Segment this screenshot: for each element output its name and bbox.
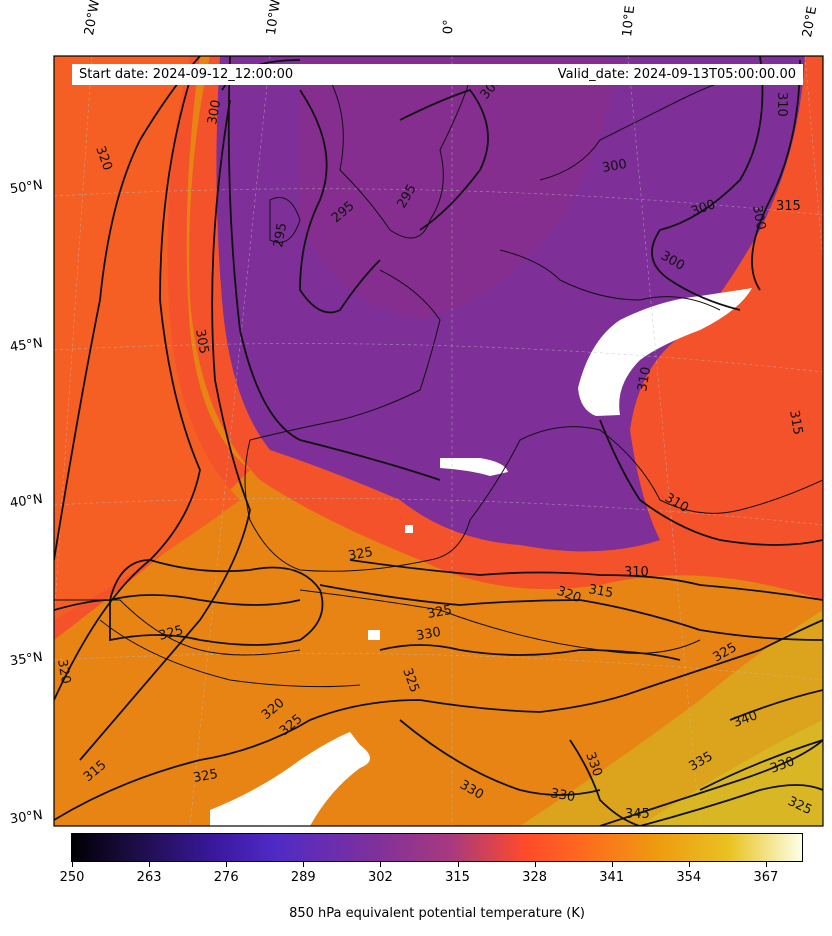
missing-data-4 xyxy=(368,630,380,640)
colorbar-label: 850 hPa equivalent potential temperature… xyxy=(289,906,585,921)
contour-label: 345 xyxy=(625,807,650,822)
contour-label: 325 xyxy=(192,767,219,786)
colorbar xyxy=(71,833,803,862)
contour-label: 330 xyxy=(415,625,442,644)
colorbar-tick-label: 328 xyxy=(522,870,548,885)
map-frame xyxy=(53,55,824,827)
valid-date-label: Valid_date: 2024-09-13T05:00:00.00 xyxy=(557,67,796,82)
colorbar-tick-label: 263 xyxy=(136,870,162,885)
colorbar-tick-mark xyxy=(611,862,613,867)
lon-label-0: 0° xyxy=(441,19,457,35)
contour-label: 295 xyxy=(271,222,290,249)
contour-label: 330 xyxy=(549,786,576,805)
start-date-label: Start date: 2024-09-12_12:00:00 xyxy=(79,67,294,82)
colorbar-tick-mark xyxy=(765,862,767,867)
colorbar-tick-label: 315 xyxy=(445,870,470,885)
colorbar-tick-mark xyxy=(149,862,151,867)
colorbar-tick-mark xyxy=(303,862,305,867)
colorbar-tick-label: 302 xyxy=(367,870,393,885)
contour-label: 305 xyxy=(192,328,211,355)
colorbar-tick-mark xyxy=(457,862,459,867)
contour-label: 300 xyxy=(749,204,768,231)
colorbar-tick-mark xyxy=(226,862,228,867)
graticule xyxy=(54,56,823,826)
missing-data-1 xyxy=(578,288,752,416)
missing-data-2 xyxy=(440,458,508,476)
colorbar-tick-label: 276 xyxy=(213,870,239,885)
contour-label: 310 xyxy=(774,92,789,117)
missing-data-3 xyxy=(210,732,370,826)
contour-label: 320 xyxy=(54,658,73,685)
contour-label: 300 xyxy=(601,157,628,176)
missing-data-5 xyxy=(405,525,413,533)
colorbar-tick-mark xyxy=(72,862,73,867)
contour-label: 300 xyxy=(205,99,224,126)
colorbar-tick-label: 289 xyxy=(290,870,316,885)
contour-label: 325 xyxy=(157,623,185,644)
colorbar-tick-label: 250 xyxy=(59,870,85,885)
contours xyxy=(54,56,823,826)
contour-label: 325 xyxy=(426,603,453,622)
contour-label: 315 xyxy=(587,582,614,601)
colorbar-tick-label: 367 xyxy=(753,870,779,885)
colorbar-tick-mark xyxy=(534,862,536,867)
contour-label: 315 xyxy=(776,199,801,214)
colorbar-tick-label: 341 xyxy=(599,870,625,885)
contour-label: 315 xyxy=(786,409,805,436)
contour-label: 310 xyxy=(624,565,649,580)
contour-label: 310 xyxy=(635,366,654,393)
colorbar-tick-mark xyxy=(688,862,690,867)
date-info-bar: Start date: 2024-09-12_12:00:00 Valid_da… xyxy=(72,64,803,85)
colorbar-tick-label: 354 xyxy=(676,870,702,885)
colorbar-tick-mark xyxy=(380,862,382,867)
contour-label: 325 xyxy=(347,545,374,564)
